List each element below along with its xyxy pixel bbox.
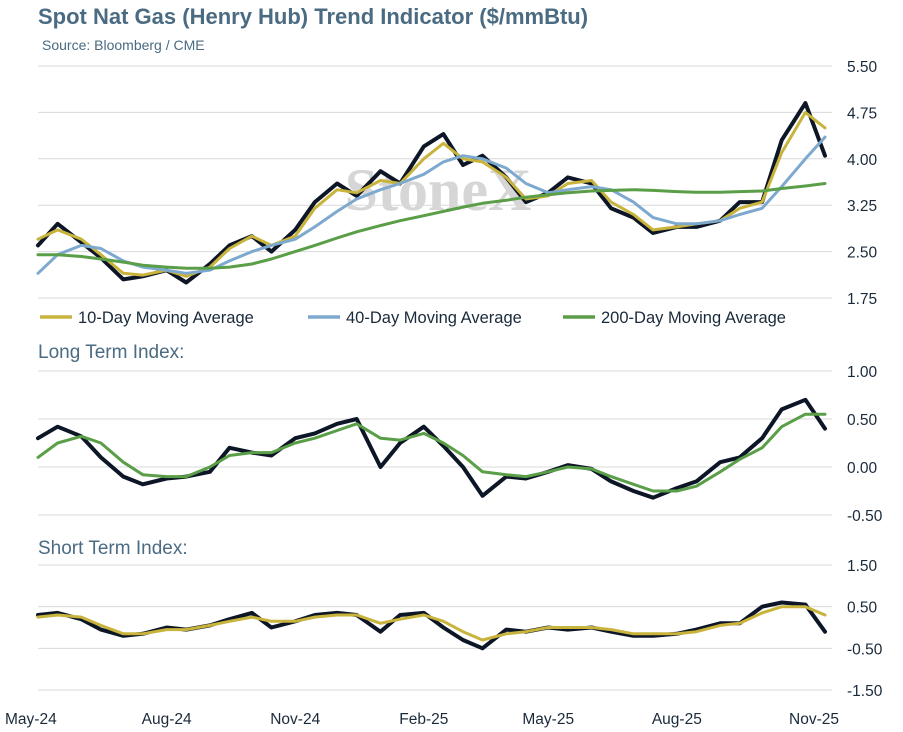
long_term-y-tick-label: 0.50 (847, 412, 878, 429)
short_term-y-tick-label: 1.50 (847, 558, 878, 575)
price-y-tick-label: 4.00 (847, 152, 878, 169)
x-axis-tick-label: Nov-24 (270, 711, 320, 728)
chart-title: Spot Nat Gas (Henry Hub) Trend Indicator… (38, 4, 589, 29)
price-series-200-day-moving-average (36, 182, 827, 270)
price-y-tick-label: 3.25 (847, 198, 877, 215)
long_term-series-long-term-index (36, 397, 827, 500)
short_term-y-tick-label: -0.50 (847, 641, 883, 658)
short_term-y-tick-label: 0.50 (847, 600, 878, 617)
long_term-y-tick-label: -0.50 (847, 508, 883, 525)
short_term-series-short-term-index (36, 600, 827, 651)
long_term-y-tick-label: 1.00 (847, 364, 878, 381)
price-y-tick-label: 2.50 (847, 245, 878, 262)
price-y-tick-label: 1.75 (847, 291, 877, 308)
x-axis-tick-label: May-25 (522, 711, 574, 728)
x-axis-tick-label: Aug-24 (142, 711, 192, 728)
short_term-y-tick-label: -1.50 (847, 683, 883, 700)
short-term-index-title: Short Term Index: (38, 538, 188, 559)
short_term-series-signal (36, 605, 827, 642)
source-note: Source: Bloomberg / CME (42, 37, 205, 53)
x-axis-tick-label: Nov-25 (789, 711, 839, 728)
x-axis-tick-label: May-24 (5, 711, 57, 728)
legend-label-0: 10-Day Moving Average (78, 309, 254, 327)
long_term-y-tick-label: 0.00 (847, 460, 878, 477)
legend-label-2: 200-Day Moving Average (601, 309, 786, 327)
legend-label-1: 40-Day Moving Average (346, 309, 522, 327)
long-term-index-title: Long Term Index: (38, 342, 185, 363)
price-y-tick-label: 5.50 (847, 59, 878, 76)
long_term-series-signal (36, 412, 827, 493)
x-axis-tick-label: Aug-25 (652, 711, 702, 728)
price-series-40-day-moving-average (36, 135, 827, 275)
price-y-tick-label: 4.75 (847, 105, 877, 122)
x-axis-tick-label: Feb-25 (399, 711, 448, 728)
